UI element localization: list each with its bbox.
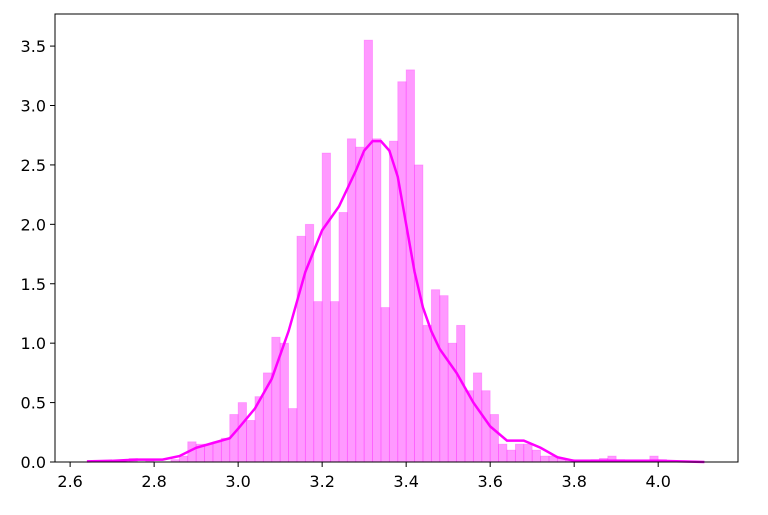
plot-frame <box>54 13 739 463</box>
bar <box>321 152 331 463</box>
bar <box>523 443 533 463</box>
bar <box>330 301 340 463</box>
x-tick-label: 4.0 <box>645 472 670 491</box>
y-tick-label: 1.0 <box>21 334 46 353</box>
y-tick-label: 0.0 <box>21 453 46 472</box>
bar <box>296 235 306 463</box>
bar <box>472 372 483 463</box>
x-tick-label: 3.4 <box>393 472 418 491</box>
bar <box>531 449 541 463</box>
bar <box>388 140 399 463</box>
x-tick-label: 2.8 <box>141 472 166 491</box>
x-tick-label: 3.6 <box>477 472 502 491</box>
y-tick-label: 3.5 <box>21 37 46 56</box>
bar <box>338 212 348 463</box>
bar <box>414 164 424 463</box>
y-tick-label: 2.5 <box>21 156 46 175</box>
bar <box>246 420 256 463</box>
y-tick-label: 0.5 <box>21 394 46 413</box>
bar <box>355 146 365 463</box>
bar <box>439 295 449 463</box>
kde-line <box>86 139 705 464</box>
bar <box>178 455 189 463</box>
x-tick-label: 3.8 <box>561 472 586 491</box>
y-tick-label: 3.0 <box>21 97 46 116</box>
y-tick-label: 2.0 <box>21 215 46 234</box>
bar <box>220 437 231 463</box>
bar <box>204 443 214 463</box>
bar <box>237 402 247 463</box>
bar <box>456 324 466 463</box>
bar <box>212 441 222 463</box>
bar <box>422 324 432 463</box>
x-tick-label: 3.2 <box>309 472 334 491</box>
bar <box>430 289 441 463</box>
bar <box>498 443 508 463</box>
bar <box>489 414 499 463</box>
bar <box>514 443 525 463</box>
bar <box>279 342 289 463</box>
bar <box>397 81 407 463</box>
bar <box>372 138 382 463</box>
bar <box>506 449 516 463</box>
bar <box>540 455 550 463</box>
bar <box>380 307 390 463</box>
y-tick-label: 1.5 <box>21 275 46 294</box>
bar <box>288 408 298 463</box>
bar <box>363 39 373 463</box>
x-tick-label: 2.6 <box>57 472 82 491</box>
bar <box>313 301 323 463</box>
x-tick-label: 3.0 <box>225 472 250 491</box>
